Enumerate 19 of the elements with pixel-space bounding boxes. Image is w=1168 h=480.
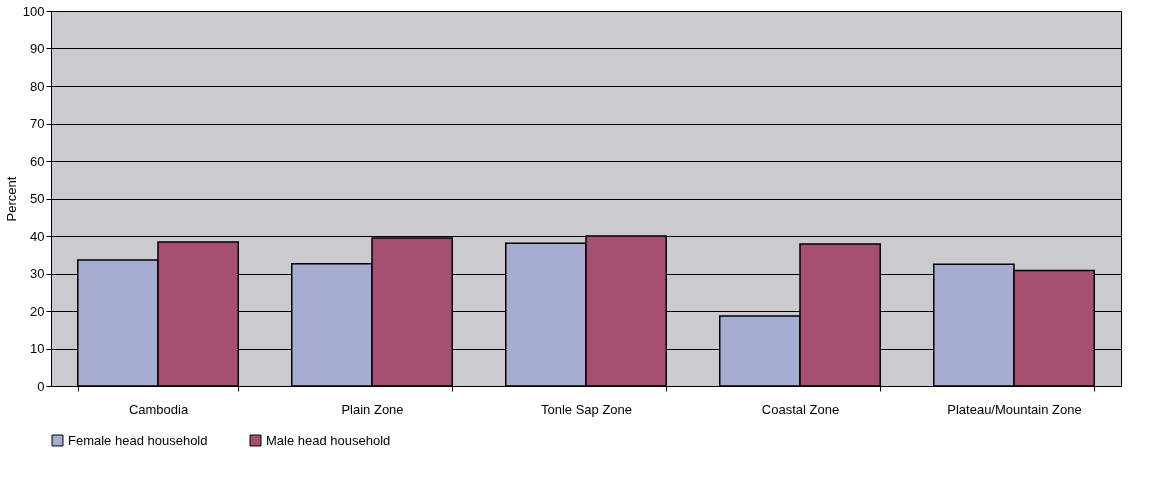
y-tick-label: 100 <box>22 3 45 19</box>
y-tick-label: 10 <box>30 341 45 356</box>
y-tick-label: 90 <box>30 41 45 56</box>
legend-label: Female head household <box>68 432 208 448</box>
y-tick-label: 80 <box>30 78 45 94</box>
y-tick-label: 70 <box>30 116 45 131</box>
y-tick-label: 0 <box>37 378 45 394</box>
legend-label: Male head household <box>266 432 391 448</box>
y-tick-label: 60 <box>30 153 45 169</box>
x-tick-label: Coastal Zone <box>761 401 840 417</box>
x-tick-label: Plateau/Mountain Zone <box>947 401 1082 417</box>
y-tick-label: 20 <box>30 303 45 319</box>
x-tick-label: Plain Zone <box>341 401 404 417</box>
x-tick-label: Cambodia <box>128 401 189 417</box>
y-tick-label: 40 <box>30 228 45 244</box>
y-tick-label: 50 <box>30 191 45 206</box>
y-axis-title: Percent <box>3 176 19 222</box>
x-tick-label: Tonle Sap Zone <box>540 401 633 417</box>
y-tick-label: 30 <box>30 266 45 281</box>
